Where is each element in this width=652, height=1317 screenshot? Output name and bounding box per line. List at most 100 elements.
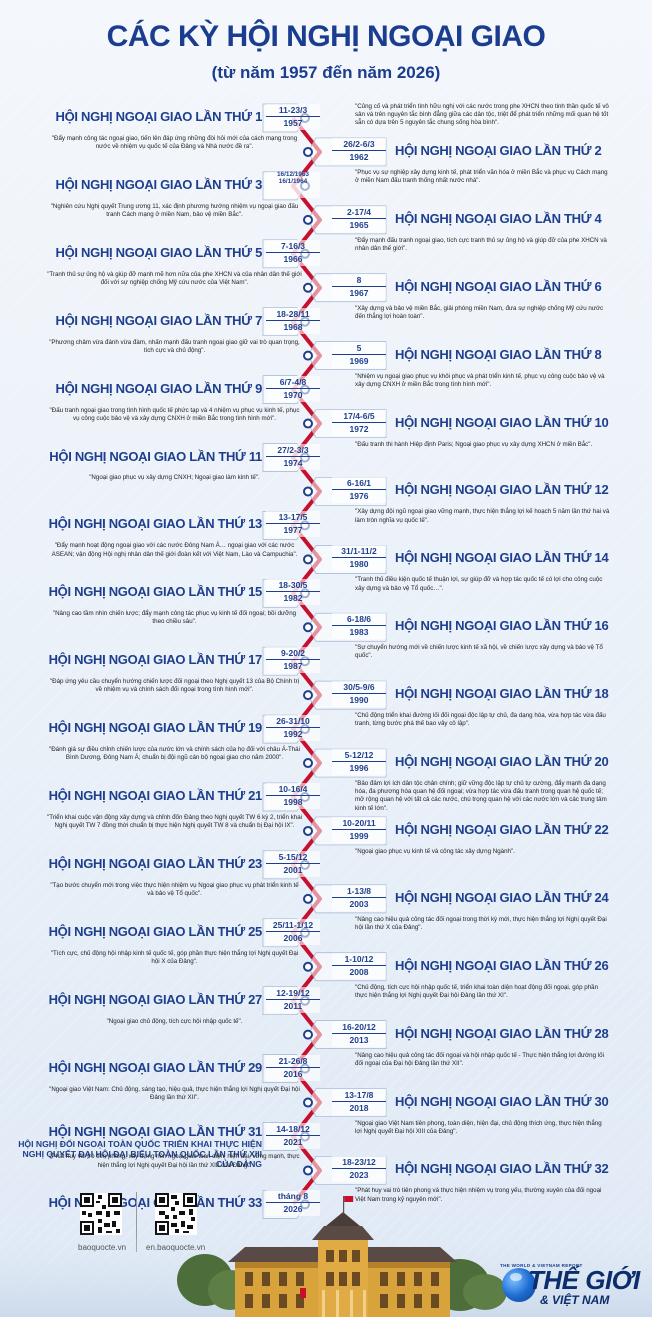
date-range: 8 [332,274,386,287]
date-year: 16/1/1964 [278,177,308,185]
date-badge: 11-23/3 1957 [266,104,320,130]
timeline-row: HỘI NGHỊ NGOẠI GIAO LẦN THỨ 8 5 1969 "Phươn… [0,338,652,375]
date-year: 2008 [349,966,369,977]
conference-quote: "Đấu tranh ngoại giao trong tình hình qu… [49,406,300,422]
conference-quote: "Ngoại giao Việt Nam tiên phong, toàn di… [355,1119,602,1135]
date-badge: 18-28/11 1968 [266,307,320,334]
conference-quote: "Chủ động triển khai đường lối đối ngoại… [355,712,606,728]
date-badge: 1-10/12 2008 [332,952,386,979]
date-badge: 10-16/4 1998 [266,783,320,809]
timeline-dot [303,214,313,225]
conference-quote: "Đánh giá sự điều chỉnh chiến lược của n… [49,746,300,762]
conference-title: HỘI NGHỊ NGOẠI GIAO LẦN THỨ 20 [395,754,609,770]
timeline-row: HỘI NGHỊ NGOẠI GIAO LẦN THỨ 15 18-30/5 198… [0,575,652,612]
conference-title: HỘI NGHỊ NGOẠI GIAO LẦN THỨ 30 [395,1093,609,1109]
conference-title: HỘI NGHỊ NGOẠI GIAO LẦN THỨ 28 [395,1025,609,1041]
conference-quote: "Phát huy vai trò tiên phong và thực hiệ… [355,1187,602,1203]
timeline-dot [303,146,313,157]
date-year: 1987 [283,661,303,672]
date-range: 18-30/5 [266,579,320,593]
date-year: 1966 [283,253,303,264]
conference-title: HỘI NGHỊ NGOẠI GIAO LẦN THỨ 6 [395,278,602,294]
conference-quote: "Phương châm vừa đánh vừa đàm, nhấn mạnh… [49,338,300,354]
date-range: 6-16/1 [332,477,386,491]
globe-shine [510,1273,522,1281]
timeline-row: HỘI NGHỊ NGOẠI GIAO LẦN THỨ 6 8 1967 "Tranh… [0,270,652,307]
timeline-dot [303,350,313,361]
conference-quote: "Đẩy mạnh đấu tranh ngoại giao, tích cực… [355,236,607,252]
timeline-row: HỘI NGHỊ NGOẠI GIAO LẦN THỨ 14 31/1-11/2 1… [0,541,652,578]
date-year: 1974 [283,457,303,468]
date-badge: 6/7-4/8 1970 [266,375,320,402]
conference-title: HỘI NGHỊ NGOẠI GIAO LẦN THỨ 4 [395,210,602,226]
date-year: 1977 [283,525,303,536]
date-range: 1-10/12 [332,953,386,966]
date-badge: 26-31/10 1992 [266,715,320,742]
conference-title: HỘI NGHỊ NGOẠI GIAO LẦN THỨ 14 [395,550,609,566]
date-year: 1970 [283,389,303,400]
date-year: 1998 [283,797,303,807]
timeline-row: HỘI NGHỊ NGOẠI GIAO LẦN THỨ 10 17/4-6/5 19… [0,406,652,443]
date-year: 1962 [349,151,369,162]
conference-quote: "Tích cực, chủ động hội nhập kinh tế quố… [50,949,299,965]
qr-label-en-baoquocte[interactable]: en.baoquocte.vn [146,1243,206,1252]
date-range: 12-19/12 [266,987,320,1000]
timeline-row: HỘI NGHỊ NGOẠI GIAO LẦN THỨ 28 16-20/12 20… [0,1017,652,1054]
conference-quote: "Nâng cao tầm nhìn chiến lược; đẩy mạnh … [52,610,297,626]
conference-quote: "Xây dựng đội ngũ ngoại giao vững mạnh, … [355,508,610,524]
date-range: 5-12/12 [332,749,386,763]
date-year: 1972 [349,423,369,434]
timeline-dot [303,825,313,836]
timeline-row: HỘI NGHỊ NGOẠI GIAO LẦN THỨ 26 1-10/12 200… [0,949,652,986]
conference-title: HỘI NGHỊ NGOẠI GIAO LẦN THỨ 32 [395,1161,609,1177]
conference-quote: "Phát huy vai trò tiên phong, xây dựng n… [49,1153,300,1169]
date-badge: 14-18/12 2021 [266,1122,320,1149]
conference-title: HỘI NGHỊ NGOẠI GIAO LẦN THỨ 22 [395,821,609,837]
date-range: 14-18/12 [266,1123,320,1136]
conference-quote: "Bảo đảm lợi ích dân tộc chân chính; giữ… [355,780,607,812]
page-title: CÁC KỲ HỘI NGHỊ NGOẠI GIAO [106,20,546,53]
conference-quote: "Đẩy mạnh công tác ngoại giao, tiến lên … [51,134,298,151]
timeline-row: HỘI NGHỊ NGOẠI GIAO LẦN THỨ 25 25/11-1/12… [0,915,652,952]
conference-subtitle: HỘI NGHỊ ĐỐI NGOẠI TOÀN QUỐC TRIỂN KHAI … [18,1138,262,1169]
date-year: 1969 [349,355,369,366]
conference-title: HỘI NGHỊ NGOẠI GIAO LẦN THỨ 3 [55,176,263,192]
date-year: 1967 [349,287,369,298]
qr-code-baoquocte[interactable] [80,1193,122,1235]
date-year: 1990 [349,695,369,706]
date-range: 13-17/5 [266,511,320,525]
date-badge: 6-18/6 1983 [332,613,386,640]
conference-title: HỘI NGHỊ NGOẠI GIAO LẦN THỨ 25 [48,923,263,939]
date-badge: 18-23/12 2023 [332,1156,386,1183]
timeline-row: HỘI NGHỊ NGOẠI GIAO LẦN THỨ 21 10-16/4 199… [0,779,652,816]
timeline-row: HỘI NGHỊ NGOẠI GIAO LẦN THỨ 5 7-16/3 1966 "… [0,236,652,273]
qr-code-en-baoquocte[interactable] [155,1193,197,1235]
date-range: 5 [332,342,386,355]
timeline-dot [303,282,313,293]
conference-title: HỘI NGHỊ NGOẠI GIAO LẦN THỨ 2 [395,142,602,158]
timeline-row: HỘI NGHỊ NGOẠI GIAO LẦN THỨ 17 9-20/2 1987… [0,643,652,680]
conference-title: HỘI NGHỊ NGOẠI GIAO LẦN THỨ 13 [48,516,263,532]
qr-label-baoquocte[interactable]: baoquocte.vn [78,1243,127,1252]
date-range: 31/1-11/2 [332,545,386,559]
conference-quote: "Ngoại giao phục vụ xây dựng CNXH; Ngoại… [89,474,260,482]
date-range: 27/2-3/3 [266,444,320,457]
date-badge: 5-15/12 2001 [266,850,320,877]
date-year: 1968 [283,321,303,332]
conference-quote: "Tranh thủ sự ủng hộ và giúp đỡ mạnh mẽ … [47,270,302,286]
conference-title: HỘI NGHỊ NGOẠI GIAO LẦN THỨ 11 [49,448,262,464]
conference-title: HỘI NGHỊ NGOẠI GIAO LẦN THỨ 18 [395,686,609,702]
conference-title: HỘI NGHỊ NGOẠI GIAO LẦN THỨ 16 [395,618,609,634]
conference-title: HỘI NGHỊ NGOẠI GIAO LẦN THỨ 9 [55,380,263,396]
date-range: 18-23/12 [332,1156,386,1170]
conference-title: HỘI NGHỊ NGOẠI GIAO LẦN THỨ 23 [48,855,263,871]
date-range: 10-16/4 [266,783,320,796]
conference-title: HỘI NGHỊ NGOẠI GIAO LẦN THỨ 8 [395,346,602,362]
timeline-dot [303,1097,313,1108]
date-badge: 2-17/4 1965 [332,205,386,232]
conference-quote: "Đẩy mạnh hoạt động ngoại giao với các n… [51,542,298,558]
date-range: 21-26/8 [266,1055,320,1068]
date-year: 1976 [349,491,369,502]
